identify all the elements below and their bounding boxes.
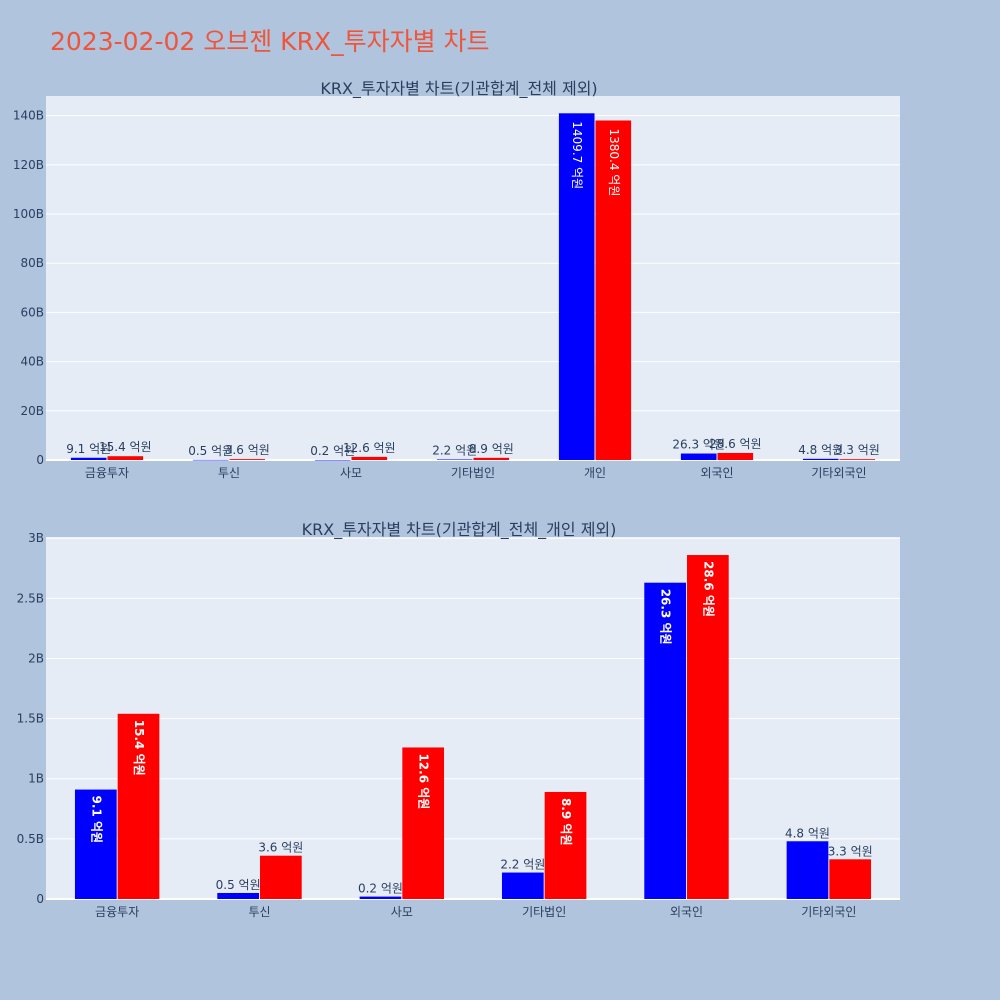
y-tick-label: 0 <box>36 453 44 467</box>
x-tick-label: 사모 <box>391 905 413 919</box>
data-label: 3.6 억원 <box>258 841 303 855</box>
data-label: 26.3 억원 <box>659 589 673 645</box>
y-tick-label: 120B <box>13 158 44 172</box>
x-tick-label: 사모 <box>340 466 362 480</box>
data-label: 3.3 억원 <box>835 443 880 457</box>
bar <box>687 555 729 899</box>
x-tick-label: 외국인 <box>670 905 703 919</box>
data-label: 8.9 억원 <box>559 798 573 846</box>
plot-area <box>46 96 900 460</box>
bar <box>595 120 632 460</box>
y-tick-label: 140B <box>13 109 44 123</box>
x-tick-label: 금융투자 <box>85 466 129 480</box>
bar <box>544 791 587 899</box>
bar <box>644 582 686 899</box>
data-label: 9.1 억원 <box>66 442 111 456</box>
chart-title: KRX_투자자별 차트(기관합계_전체 제외) <box>320 79 597 99</box>
bar <box>314 459 351 461</box>
bar <box>436 459 473 460</box>
chart-title: KRX_투자자별 차트(기관합계_전체_개인 제외) <box>302 520 617 540</box>
data-label: 4.8 억원 <box>798 443 843 457</box>
bar <box>558 113 595 460</box>
bar <box>192 459 229 461</box>
data-label: 0.2 억원 <box>310 444 355 458</box>
x-tick-label: 기타외국인 <box>811 466 866 480</box>
bar <box>501 872 544 899</box>
bar <box>260 855 302 899</box>
data-label: 3.6 억원 <box>225 443 270 457</box>
y-tick-label: 2.5B <box>17 591 44 605</box>
data-label: 12.6 억원 <box>343 441 396 455</box>
y-tick-label: 100B <box>13 207 44 221</box>
y-tick-label: 2B <box>28 651 44 665</box>
bar <box>829 859 872 899</box>
x-tick-label: 금융투자 <box>95 905 139 919</box>
bar <box>680 453 717 460</box>
data-label: 9.1 억원 <box>89 796 103 844</box>
y-tick-label: 80B <box>20 256 44 270</box>
data-label: 2.2 억원 <box>432 443 477 457</box>
data-label: 12.6 억원 <box>417 753 431 809</box>
data-label: 1409.7 억원 <box>570 121 584 189</box>
data-label: 0.2 억원 <box>358 882 403 896</box>
chart-1: 0 20B 40B 60B 80B 100B 120B 140B KRX_투자자별 차트(기관합… <box>13 79 900 480</box>
y-tick-label: 0 <box>36 892 44 906</box>
x-tick-label: 투신 <box>218 466 240 480</box>
bar <box>473 457 510 460</box>
bar <box>802 458 839 460</box>
bar <box>786 841 829 899</box>
data-label: 1380.4 억원 <box>607 128 621 196</box>
data-label: 2.2 억원 <box>500 858 545 872</box>
y-tick-label: 60B <box>20 305 44 319</box>
bar <box>359 896 402 899</box>
data-label: 4.8 억원 <box>785 826 830 840</box>
data-label: 0.5 억원 <box>188 444 233 458</box>
data-label: 3.3 억원 <box>828 844 873 858</box>
bar <box>70 457 107 460</box>
x-tick-label: 기타법인 <box>522 905 566 919</box>
y-tick-label: 1B <box>28 772 44 786</box>
y-tick-label: 40B <box>20 355 44 369</box>
y-tick-label: 3B <box>28 531 44 545</box>
page-title: 2023-02-02 오브젠 KRX_투자자별 차트 <box>50 27 490 56</box>
x-tick-label: 투신 <box>248 905 270 919</box>
x-tick-label: 개인 <box>584 466 606 480</box>
bar <box>839 459 876 460</box>
y-tick-label: 1.5B <box>17 712 44 726</box>
bar <box>351 456 388 460</box>
data-label: 0.5 억원 <box>216 878 261 892</box>
y-tick-label: 20B <box>20 404 44 418</box>
bar <box>717 452 754 460</box>
data-label: 15.4 억원 <box>132 720 146 776</box>
x-tick-label: 기타외국인 <box>801 905 856 919</box>
bar <box>402 747 445 899</box>
plot-area <box>46 537 900 899</box>
x-tick-label: 기타법인 <box>451 466 495 480</box>
data-label: 26.3 억원 <box>672 438 725 452</box>
bar <box>107 456 144 460</box>
bar <box>74 789 117 899</box>
bar <box>117 713 160 899</box>
data-label: 28.6 억원 <box>701 561 715 617</box>
y-tick-label: 0.5B <box>17 832 44 846</box>
bar <box>229 459 266 460</box>
bar <box>217 892 259 899</box>
x-tick-label: 외국인 <box>700 466 733 480</box>
chart-2: 0 0.5B 1B 1.5B 2B 2.5B 3B KRX_투자자별 차트(기관합계_전체_개… <box>17 520 900 919</box>
data-label: 28.6 억원 <box>709 437 762 451</box>
data-label: 8.9 억원 <box>469 442 514 456</box>
data-label: 15.4 억원 <box>99 440 152 454</box>
